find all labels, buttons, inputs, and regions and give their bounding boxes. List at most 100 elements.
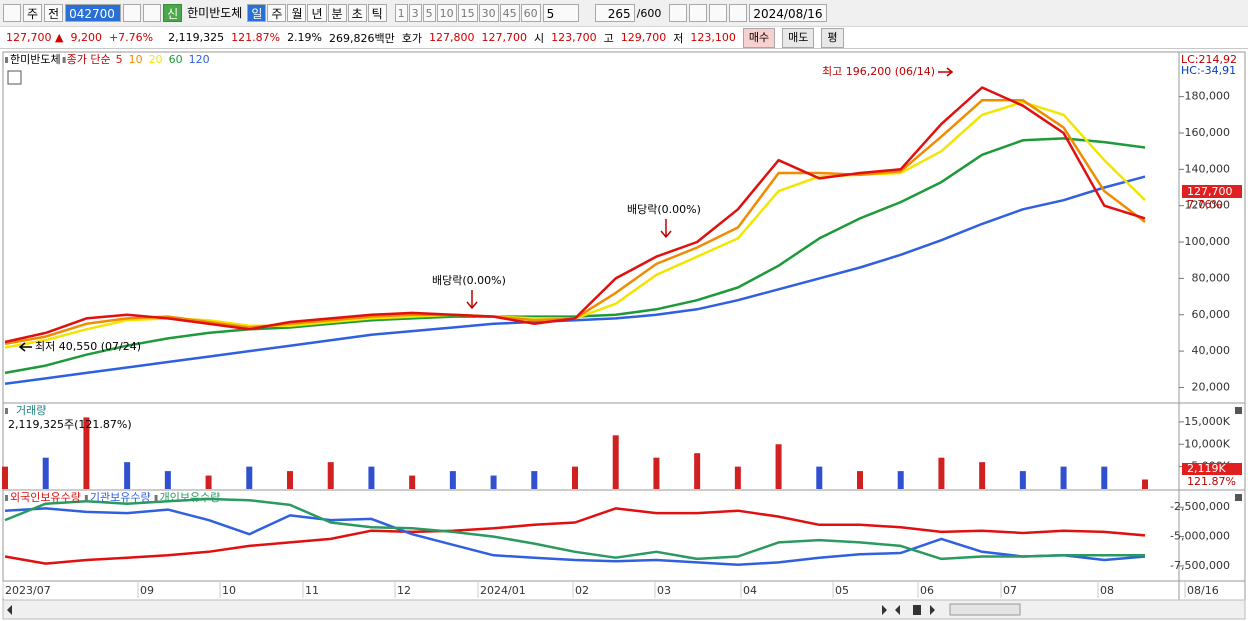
- x-tick-label: 10: [222, 584, 236, 597]
- panel-title: 거래량: [16, 404, 46, 417]
- volume-bar: [327, 462, 334, 489]
- x-tick-label: 2024/01: [480, 584, 526, 597]
- x-tick-label: 05: [835, 584, 849, 597]
- y-tick-label: 20,000: [1192, 380, 1231, 393]
- buy-button[interactable]: 매수: [742, 27, 776, 48]
- scrollbar[interactable]: [2, 599, 1246, 620]
- y-tick-label: 10,000K: [1184, 437, 1230, 450]
- volume-bar: [816, 466, 823, 489]
- price-tag-text: 127,700: [1187, 185, 1233, 198]
- period-button[interactable]: 초: [347, 4, 367, 22]
- volume-bar: [124, 462, 131, 489]
- volume-bar: [572, 466, 578, 489]
- x-tick-label: 12: [397, 584, 411, 597]
- period-select[interactable]: 주: [23, 4, 43, 22]
- save-icon[interactable]: [709, 4, 728, 22]
- count-input[interactable]: 265: [594, 4, 635, 22]
- interval-button[interactable]: 3: [408, 4, 422, 22]
- arrow: [18, 342, 32, 352]
- period-button[interactable]: 분: [327, 4, 347, 22]
- interval-button[interactable]: 45: [499, 4, 520, 22]
- legend-entry: 개인보유수량: [160, 491, 221, 504]
- open-label: 시: [534, 31, 545, 45]
- layout-icon[interactable]: [3, 4, 21, 22]
- interval-button[interactable]: 30: [478, 4, 499, 22]
- volume-bar: [164, 471, 171, 489]
- price-tag: [1182, 185, 1242, 198]
- credit-badge: 신: [163, 4, 183, 22]
- x-tick-label: 2023/07: [5, 584, 51, 597]
- volume-bar: [449, 471, 456, 489]
- interval-button[interactable]: 60: [520, 4, 541, 22]
- interval-button[interactable]: 15: [457, 4, 478, 22]
- volume-bar: [653, 457, 660, 489]
- scope-button[interactable]: 전: [44, 4, 64, 22]
- sell-button[interactable]: 매도: [782, 27, 815, 48]
- tool-icon[interactable]: [669, 4, 688, 22]
- legend-entry: 종가 단순: [67, 53, 111, 66]
- scroll-left[interactable]: [7, 605, 12, 615]
- volume-bar: [368, 466, 375, 489]
- table-icon[interactable]: [7, 70, 22, 85]
- price-rate: 7.76%: [1187, 198, 1222, 211]
- period-button[interactable]: 년: [307, 4, 327, 22]
- tool-icon[interactable]: [689, 4, 708, 22]
- volume-bar: [1101, 466, 1108, 489]
- zoom-slider[interactable]: [949, 603, 1021, 616]
- interval-button[interactable]: 5: [422, 4, 436, 22]
- avg-button[interactable]: 평: [821, 27, 844, 48]
- volume-bar: [938, 457, 945, 489]
- close-icon[interactable]: [1235, 494, 1242, 501]
- y-tick-label: 40,000: [1192, 344, 1231, 357]
- volume-tag-text: 2,119K: [1187, 462, 1226, 475]
- y-tick-label: 140,000: [1185, 162, 1231, 175]
- series-line: [4, 175, 1146, 386]
- change-rate: +7.76%: [108, 31, 154, 44]
- volume-bar: [897, 471, 904, 489]
- date-input[interactable]: 2024/08/16: [749, 4, 827, 22]
- period-button[interactable]: 월: [287, 4, 307, 22]
- series-line: [4, 99, 1146, 346]
- legend-swatch: [5, 495, 8, 501]
- legend-swatch: [84, 495, 88, 501]
- close-icon[interactable]: [1235, 407, 1242, 414]
- scroll-controls[interactable]: [882, 605, 935, 615]
- y-tick-label: 15,000K: [1184, 415, 1230, 428]
- period-button[interactable]: 틱: [367, 4, 387, 22]
- x-tick-label: 02: [575, 584, 589, 597]
- interval-button[interactable]: 1: [394, 4, 408, 22]
- volume-bar: [2, 466, 8, 489]
- interval-button[interactable]: 10: [436, 4, 457, 22]
- period-button[interactable]: 주: [267, 4, 287, 22]
- x-tick-label: 08/16: [1187, 584, 1219, 597]
- period-button[interactable]: 일: [247, 4, 267, 22]
- settings-icon[interactable]: [729, 4, 748, 22]
- series-line: [4, 100, 1146, 349]
- legend-swatch: [154, 495, 158, 501]
- quote-bar: 127,700 ▲ 9,200 +7.76% 2,119,325 121.87%…: [0, 27, 1248, 49]
- series-line: [4, 497, 1145, 561]
- code-input[interactable]: 042700: [65, 4, 122, 22]
- legend-entry: 한미반도체: [10, 53, 61, 66]
- volume-tag: [1182, 463, 1242, 475]
- legend-swatch: [5, 408, 8, 414]
- price: 127,700 ▲: [6, 31, 64, 44]
- series-line: [4, 86, 1146, 344]
- bid: 127,700: [481, 31, 528, 44]
- sound-icon[interactable]: [143, 4, 162, 22]
- volume-bar: [490, 475, 497, 489]
- interval-select[interactable]: 5: [542, 4, 579, 22]
- volume-bar: [409, 475, 416, 489]
- volume-bar: [694, 453, 701, 489]
- search-icon[interactable]: [123, 4, 142, 22]
- x-tick-label: 04: [743, 584, 757, 597]
- high-label: 고: [603, 31, 614, 45]
- legend-entry: 60: [169, 53, 183, 66]
- legend-entry: 10: [129, 53, 143, 66]
- legend-entry: 120: [189, 53, 210, 66]
- volume-bar: [734, 466, 741, 489]
